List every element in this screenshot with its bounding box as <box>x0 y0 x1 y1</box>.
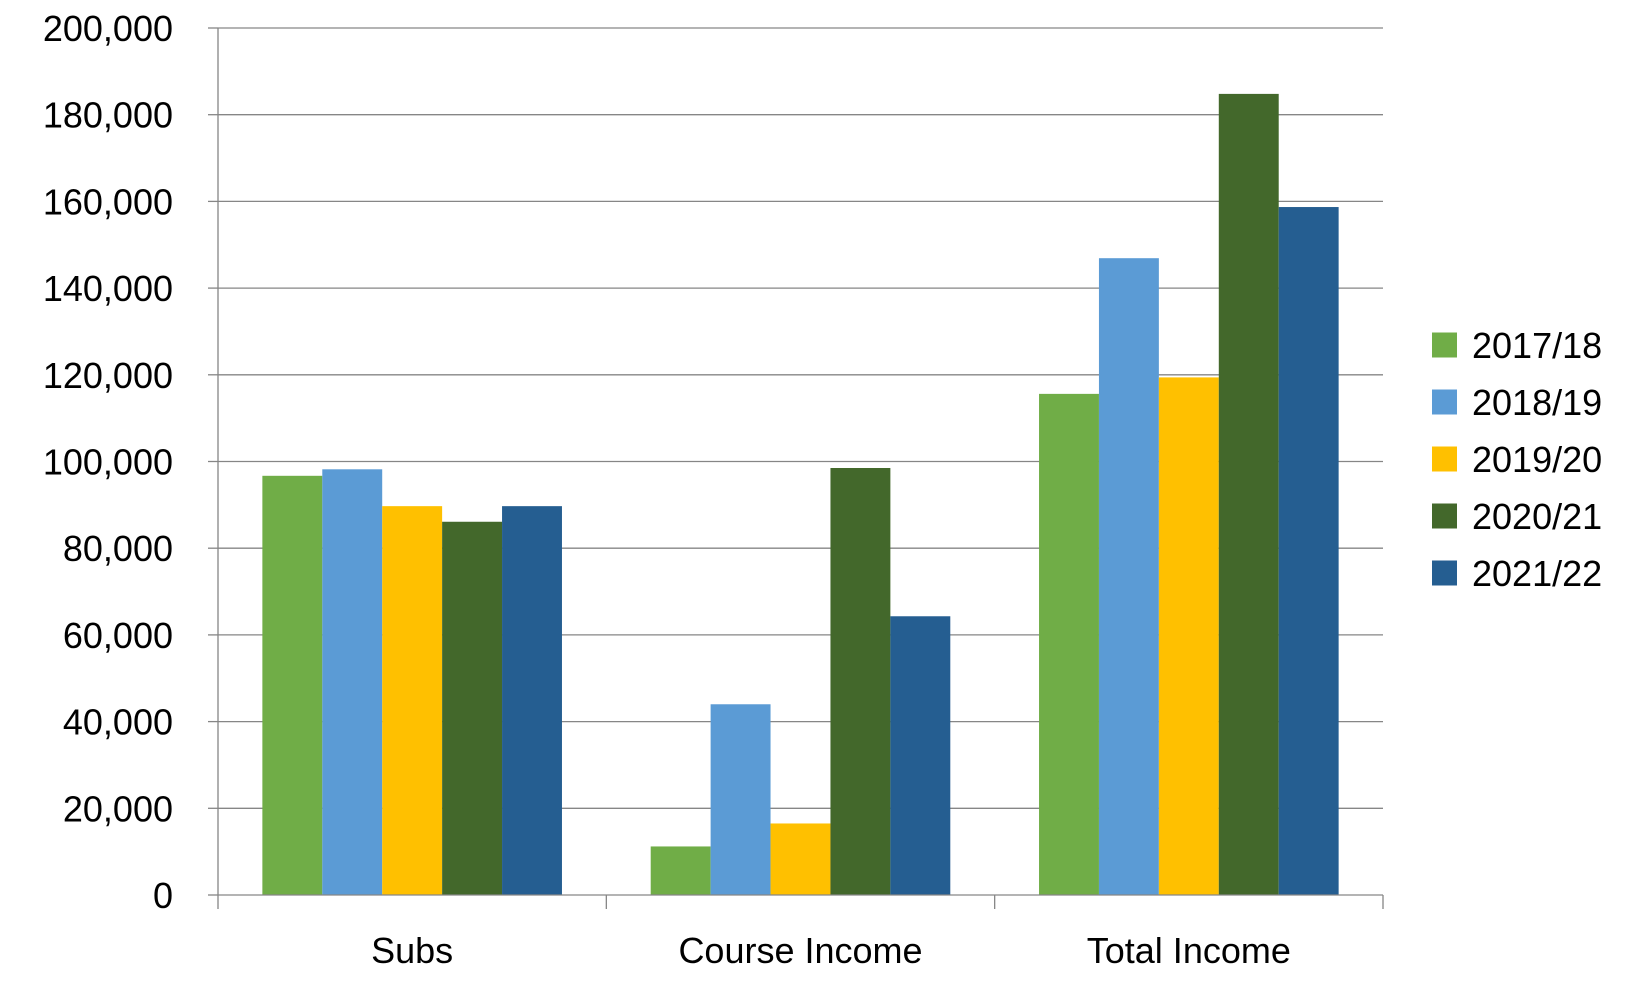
legend-swatch <box>1432 503 1457 529</box>
bar-2019-20-subs <box>382 506 443 895</box>
y-tick-label: 120,000 <box>43 355 173 396</box>
bar-2017-18-total-income <box>1039 393 1099 895</box>
legend-label: 2018/19 <box>1472 382 1602 423</box>
bar-2020-21-subs <box>442 521 503 895</box>
legend-label: 2017/18 <box>1472 325 1602 366</box>
y-tick-label: 160,000 <box>43 181 173 222</box>
legend-label: 2019/20 <box>1472 439 1602 480</box>
bar-2019-20-course-income <box>770 823 831 895</box>
y-tick-label: 20,000 <box>63 788 173 829</box>
bar-2021-22-subs <box>502 506 562 895</box>
bar-2020-21-course-income <box>830 468 891 895</box>
bar-2019-20-total-income <box>1158 377 1219 895</box>
bar-2017-18-course-income <box>650 846 711 895</box>
y-tick-label: 80,000 <box>63 528 173 569</box>
y-tick-label: 40,000 <box>63 702 173 743</box>
legend-swatch <box>1432 560 1457 586</box>
bar-2018-19-course-income <box>710 704 771 895</box>
y-tick-label: 180,000 <box>43 95 173 136</box>
x-category-label: Subs <box>371 930 453 971</box>
x-category-label: Total Income <box>1087 930 1291 971</box>
y-tick-label: 140,000 <box>43 268 173 309</box>
bar-2021-22-course-income <box>890 616 951 895</box>
bars <box>262 93 1339 896</box>
y-tick-label: 200,000 <box>43 8 173 49</box>
bar-2018-19-subs <box>322 469 383 895</box>
legend-swatch <box>1432 389 1457 415</box>
x-category-label: Course Income <box>678 930 922 971</box>
y-tick-label: 60,000 <box>63 615 173 656</box>
bar-2021-22-total-income <box>1278 207 1339 895</box>
bar-2017-18-subs <box>262 475 323 895</box>
axes: 0 20,000 40,000 60,000 80,000 100,000 120,000 1… <box>43 8 1384 971</box>
y-tick-label: 0 <box>153 875 173 916</box>
y-tick-label: 100,000 <box>43 442 173 483</box>
bar-2018-19-total-income <box>1098 258 1159 896</box>
legend-label: 2021/22 <box>1472 553 1602 594</box>
bar-2020-21-total-income <box>1218 93 1279 896</box>
legend-swatch <box>1432 446 1457 472</box>
legend-swatch <box>1432 332 1457 358</box>
legend: 2017/18 2018/19 2019/20 2020/21 2021/22 <box>1432 325 1602 594</box>
legend-label: 2020/21 <box>1472 496 1602 537</box>
